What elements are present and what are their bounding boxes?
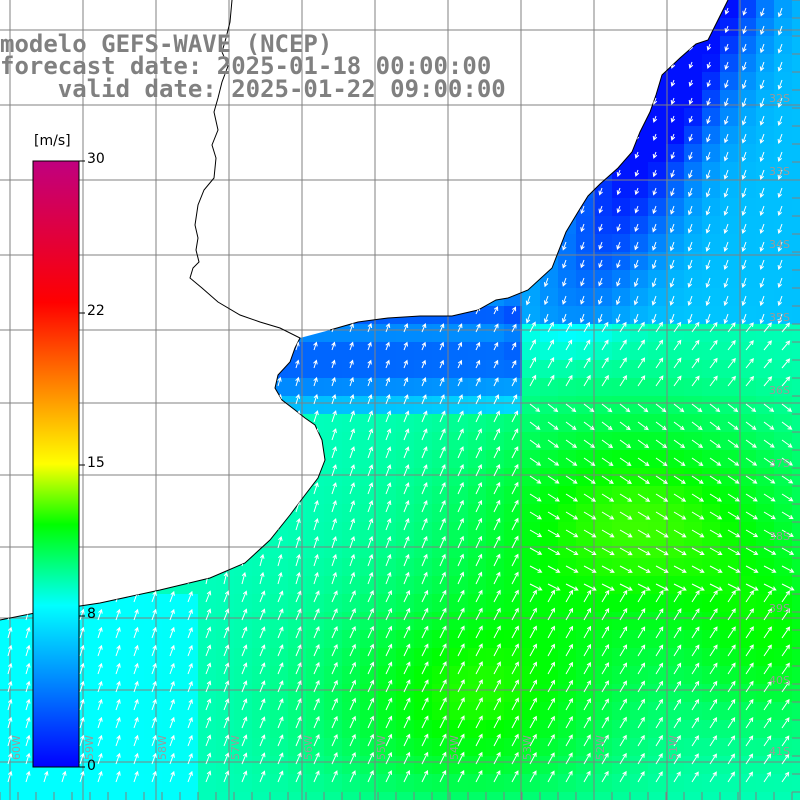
lon-label: 53W: [521, 735, 534, 760]
colorbar-tick-15: 15: [87, 455, 105, 471]
lon-label: 55W: [375, 735, 388, 760]
colorbar-tick-0: 0: [87, 758, 96, 774]
lat-label: 33S: [769, 165, 790, 178]
lat-label: 34S: [769, 238, 790, 251]
title-model: modelo GEFS-WAVE (NCEP): [0, 30, 333, 58]
lat-label: 39S: [769, 602, 790, 615]
lon-label: 52W: [594, 735, 607, 760]
lon-label: 56W: [302, 735, 315, 760]
coastline: [0, 0, 729, 621]
colorbar-tick-8: 8: [87, 606, 96, 622]
colorbar: [32, 160, 85, 768]
colorbar-tick-22: 22: [87, 303, 105, 319]
lon-label: 60W: [10, 735, 23, 760]
lon-label: 57W: [229, 735, 242, 760]
title-forecast-date: forecast date: 2025-01-18 00:00:00: [0, 52, 492, 80]
lon-label: 54W: [448, 735, 461, 760]
lat-label: 35S: [769, 311, 790, 324]
lat-label: 41S: [769, 745, 790, 758]
lon-label: 58W: [156, 735, 169, 760]
colorbar-unit: [m/s]: [34, 133, 71, 149]
colorbar-tick-30: 30: [87, 151, 105, 167]
lon-label: 51W: [667, 735, 680, 760]
lat-label: 36S: [769, 384, 790, 397]
lon-label: 59W: [83, 735, 96, 760]
lat-label: 38S: [769, 530, 790, 543]
lat-label: 37S: [769, 457, 790, 470]
axis-labels: 32S 33S 34S 35S 36S 37S 38S 39S 40S 41S 60W 59W 58W 5…: [10, 92, 790, 760]
title-valid-date: valid date: 2025-01-22 09:00:00: [0, 75, 506, 103]
lat-label: 40S: [769, 674, 790, 687]
lat-label: 32S: [769, 92, 790, 105]
colorbar-gradient: [32, 160, 80, 768]
